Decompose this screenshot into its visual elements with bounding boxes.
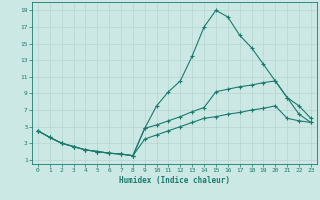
X-axis label: Humidex (Indice chaleur): Humidex (Indice chaleur): [119, 176, 230, 185]
